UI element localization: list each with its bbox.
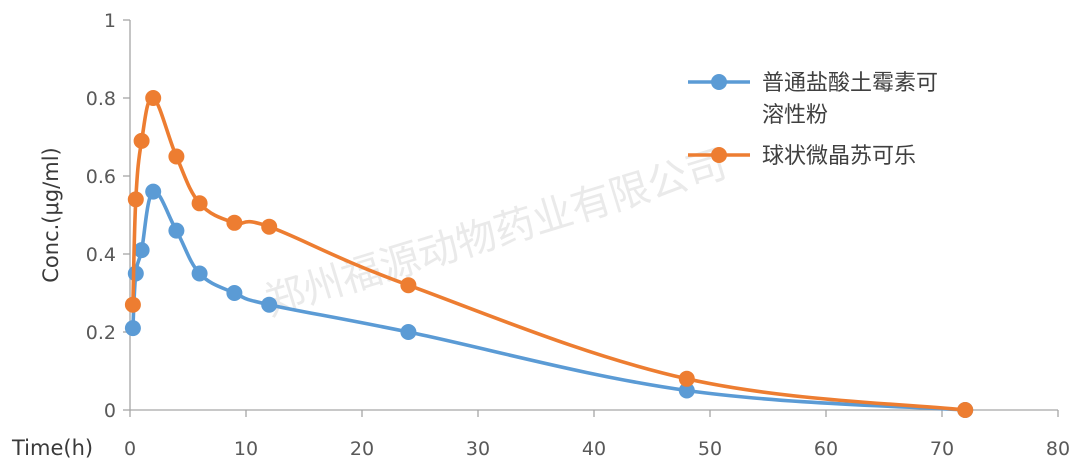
- y-tick-label: 0.2: [86, 322, 116, 344]
- data-point: [145, 90, 162, 106]
- data-point: [226, 285, 243, 301]
- data-point: [168, 222, 185, 239]
- legend-entry-1: 普通盐酸土霉素可溶性粉: [688, 71, 938, 128]
- legend-label: 球状微晶苏可乐: [762, 144, 916, 169]
- series-layer: [124, 90, 974, 418]
- data-point: [124, 296, 141, 313]
- y-tick-label: 0.8: [86, 88, 116, 110]
- data-point: [957, 402, 974, 418]
- legend-label-line: 普通盐酸土霉素可: [762, 71, 938, 96]
- legend-label-line: 溶性粉: [762, 103, 828, 128]
- x-tick-label: 20: [350, 438, 374, 460]
- legend-label-line: 球状微晶苏可乐: [762, 144, 916, 169]
- legend-entry-2: 球状微晶苏可乐: [688, 144, 916, 169]
- legend-label: 普通盐酸土霉素可溶性粉: [762, 71, 938, 128]
- y-tick-label: 0.6: [86, 166, 116, 188]
- axes: 00.20.40.60.810 10 20 30 40 50 60 70 80: [86, 10, 1070, 460]
- data-point: [133, 242, 150, 259]
- data-point: [400, 277, 417, 294]
- data-point: [127, 265, 144, 282]
- data-point: [400, 324, 417, 340]
- data-point: [261, 218, 278, 235]
- data-point: [168, 148, 185, 165]
- x-tick-label: 0: [124, 438, 136, 460]
- data-point: [678, 370, 695, 387]
- series-2: [124, 90, 974, 418]
- x-tick-label: 60: [814, 438, 838, 460]
- data-point: [191, 195, 208, 212]
- data-point: [127, 191, 144, 208]
- watermark: 郑州福源动物药业有限公司: [259, 141, 731, 325]
- data-point: [145, 183, 162, 200]
- data-point: [133, 132, 150, 149]
- legend-swatch-marker: [711, 147, 727, 163]
- x-tick-label: 30: [466, 438, 490, 460]
- data-point: [678, 382, 695, 399]
- data-point: [124, 320, 141, 337]
- y-tick-label: 1: [104, 10, 116, 32]
- x-tick-label: 50: [698, 438, 722, 460]
- data-point: [261, 296, 278, 313]
- x-tick-label: 40: [582, 438, 606, 460]
- data-point: [226, 214, 243, 231]
- y-tick-label: 0.4: [86, 244, 116, 266]
- legend-swatch-marker: [711, 74, 727, 90]
- y-axis-title: Conc.(μg/ml): [39, 147, 63, 283]
- x-tick-label: 80: [1046, 438, 1070, 460]
- y-tick-label: 0: [104, 400, 116, 422]
- data-point: [191, 265, 208, 282]
- x-tick-label: 10: [234, 438, 258, 460]
- x-tick-label: 70: [930, 438, 954, 460]
- x-axis-title: Time(h): [11, 436, 93, 460]
